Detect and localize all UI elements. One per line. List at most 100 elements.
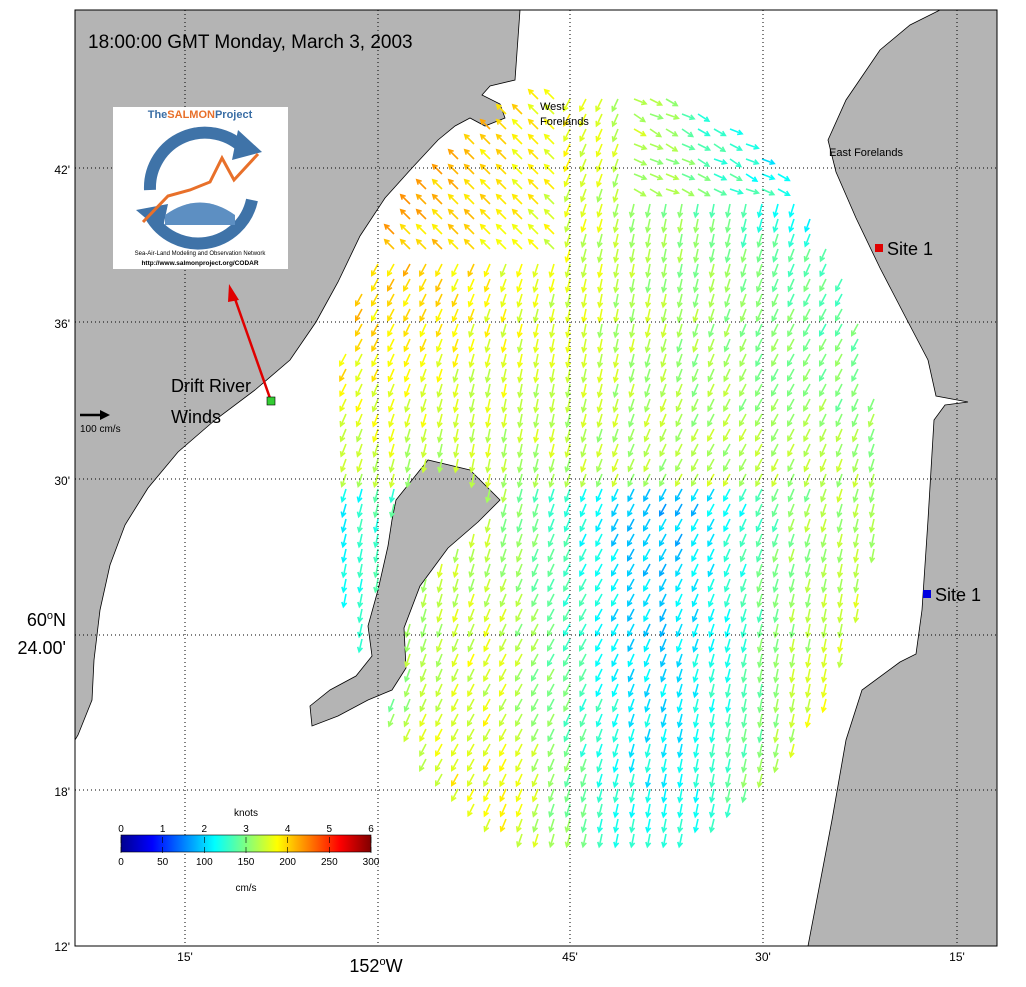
current-vector: [565, 353, 572, 369]
current-vector: [692, 293, 699, 309]
current-vector: [771, 518, 779, 533]
current-vector: [501, 458, 508, 474]
current-vector: [533, 398, 540, 414]
current-vector: [595, 548, 603, 562]
current-vector: [723, 518, 731, 533]
current-vector: [595, 458, 603, 473]
current-vector: [355, 428, 363, 443]
current-vector: [707, 533, 715, 548]
current-vector: [415, 208, 427, 220]
current-vector: [692, 683, 699, 699]
current-vector: [516, 308, 523, 324]
current-vector: [645, 233, 652, 249]
current-vector: [435, 743, 443, 757]
site-label: Site 1: [935, 585, 981, 605]
current-vector: [852, 503, 859, 519]
current-vector: [563, 128, 571, 143]
current-vector: [645, 263, 652, 279]
current-vector: [495, 133, 507, 145]
current-vector: [676, 653, 683, 668]
current-vector: [740, 653, 747, 669]
current-vector: [675, 563, 683, 578]
current-vector: [643, 458, 651, 473]
current-vector: [627, 653, 635, 668]
current-vector: [581, 278, 588, 294]
current-vector: [643, 638, 651, 653]
current-vector: [644, 758, 651, 774]
current-vector: [515, 773, 523, 788]
current-vector: [771, 458, 779, 473]
current-vector: [660, 683, 667, 698]
current-vector: [675, 608, 683, 623]
logo-arrowhead: [232, 130, 262, 160]
current-vector: [355, 398, 363, 413]
current-vector: [708, 323, 715, 338]
current-vector: [757, 668, 764, 684]
current-vector: [804, 218, 811, 233]
current-vector: [677, 833, 684, 849]
current-vector: [580, 803, 587, 819]
colorbar-tick-label: 5: [327, 824, 333, 835]
current-vector: [660, 293, 668, 309]
current-vector: [452, 593, 459, 609]
current-vector: [708, 818, 715, 834]
current-vector: [787, 473, 795, 488]
current-vector: [677, 248, 684, 264]
current-vector: [708, 608, 715, 623]
current-vector: [660, 353, 667, 368]
current-vector: [644, 728, 651, 744]
current-vector: [564, 248, 571, 264]
current-vector: [835, 368, 843, 382]
current-vector: [435, 308, 443, 323]
current-vector: [451, 293, 459, 308]
current-vector: [565, 398, 572, 414]
current-vector: [596, 428, 603, 443]
current-vector: [479, 178, 491, 190]
current-vector: [772, 623, 780, 639]
current-vector: [773, 713, 780, 729]
current-vector: [579, 158, 587, 173]
current-vector: [339, 443, 347, 458]
current-vector: [611, 623, 619, 637]
current-vector: [755, 548, 763, 563]
current-vector: [755, 413, 763, 427]
current-vector: [479, 223, 491, 235]
current-vector: [708, 263, 715, 279]
current-vector: [771, 533, 779, 548]
current-vector: [435, 653, 443, 668]
current-vector: [543, 163, 555, 175]
current-vector: [660, 323, 667, 339]
current-vector: [659, 653, 667, 668]
current-vector: [549, 323, 556, 339]
current-vector: [691, 428, 699, 443]
current-vector: [729, 188, 744, 195]
current-vector: [645, 278, 652, 294]
current-vector: [627, 623, 635, 638]
current-vector: [821, 638, 828, 654]
current-vector: [788, 608, 796, 624]
current-vector: [611, 473, 619, 488]
current-vector: [723, 443, 731, 457]
current-vector: [756, 203, 763, 219]
current-vector: [580, 473, 587, 488]
current-vector: [675, 623, 683, 638]
current-vector: [659, 458, 667, 473]
current-vector: [821, 668, 828, 684]
current-vector: [563, 578, 571, 593]
current-vector: [739, 473, 747, 487]
current-vector: [501, 383, 508, 399]
current-vector: [420, 578, 427, 594]
current-vector: [661, 773, 668, 789]
current-vector: [595, 728, 603, 743]
current-vector: [644, 368, 651, 384]
current-vector: [580, 788, 587, 803]
current-vector: [548, 818, 555, 833]
current-vector: [788, 743, 795, 759]
current-vector: [548, 473, 555, 488]
current-vector: [697, 188, 711, 197]
current-vector: [387, 263, 395, 277]
current-vector: [532, 488, 539, 504]
current-vector: [499, 668, 507, 682]
current-vector: [547, 653, 555, 667]
current-vector: [579, 548, 587, 563]
